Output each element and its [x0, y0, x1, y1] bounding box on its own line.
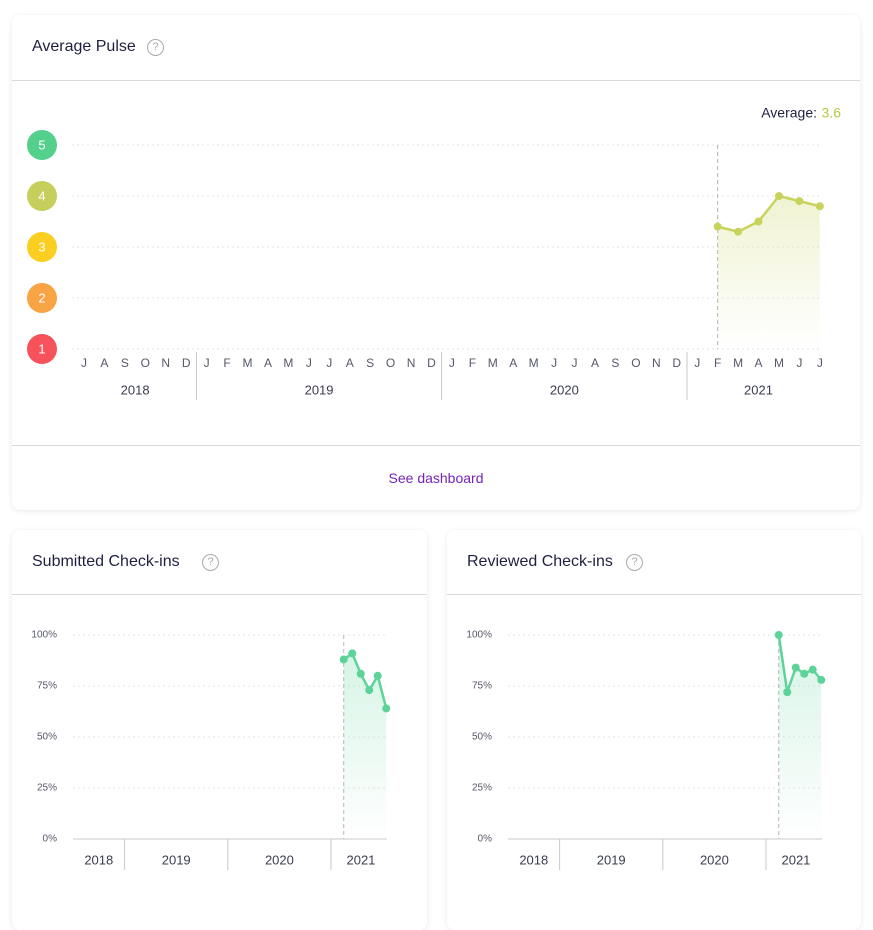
card-title: Reviewed Check-ins	[467, 553, 613, 570]
card-title: Submitted Check-ins	[32, 553, 180, 570]
card-header: Average Pulse ?	[12, 15, 860, 81]
pulse-card: Average Pulse ? See dashboard	[12, 15, 860, 510]
submitted-card: Submitted Check-ins ?	[12, 530, 427, 930]
card-title: Average Pulse	[32, 38, 136, 55]
card-header: Submitted Check-ins ?	[12, 530, 427, 595]
reviewed-card: Reviewed Check-ins ?	[447, 530, 861, 930]
help-icon[interactable]: ?	[202, 554, 219, 571]
card-footer: See dashboard	[12, 445, 860, 510]
dashboard-link[interactable]: See dashboard	[388, 470, 484, 486]
help-icon[interactable]: ?	[626, 554, 643, 571]
card-header: Reviewed Check-ins ?	[447, 530, 861, 595]
help-icon[interactable]: ?	[147, 39, 164, 56]
